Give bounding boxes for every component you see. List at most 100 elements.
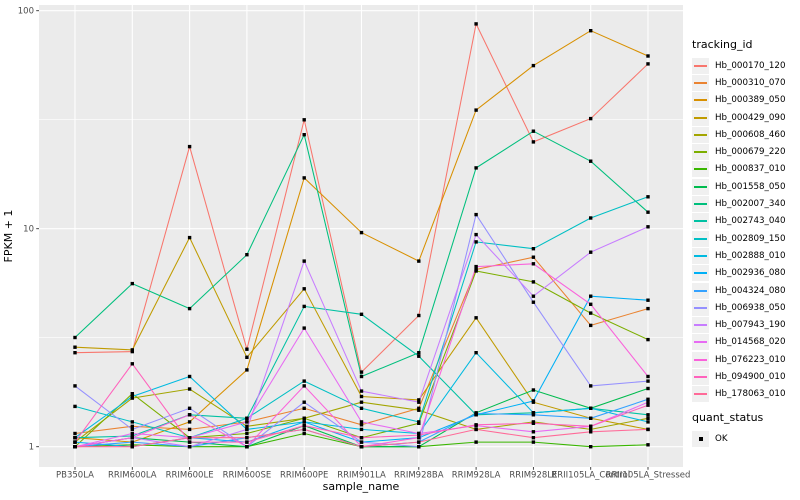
legend-label: Hb_007943_190 [715,320,786,331]
legend-label: Hb_000429_090 [715,112,786,123]
data-point [359,406,364,410]
data-point [646,386,650,391]
data-point [73,335,77,340]
data-point [589,406,593,410]
data-point [474,411,478,416]
data-point [531,440,536,444]
legend-key [692,351,709,368]
data-point [302,326,306,330]
legend-key [692,247,709,264]
data-point [589,159,593,163]
data-point [474,166,478,170]
data-point [474,351,478,355]
data-point [302,379,306,383]
data-point [531,63,536,68]
legend-item-Hb_178063_010: Hb_178063_010 [692,386,798,403]
legend-key [692,317,709,334]
data-point [474,427,478,432]
data-point [589,430,593,434]
data-point [130,440,134,444]
legend-line-swatch [694,324,707,327]
data-point [130,348,134,352]
x-tick-label: RRII105LA_Control [551,471,630,481]
data-point [474,440,478,444]
legend-title-tracking-id: tracking_id [692,38,753,51]
data-point [302,423,306,428]
data-point [245,440,249,444]
data-point [245,427,249,432]
data-point [531,413,536,417]
data-point [646,403,650,407]
data-point [187,387,192,391]
data-point [302,304,306,309]
x-tick-label: RRIM928LA [452,471,501,481]
data-point [302,287,306,291]
data-point [130,394,134,399]
data-point [245,253,249,257]
data-point [302,431,306,436]
legend-title-quant-status: quant_status [692,410,764,424]
legend-key [692,161,709,178]
data-point [531,399,536,403]
legend-line-swatch [694,341,707,344]
data-point [302,133,306,137]
legend-item-Hb_002743_040: Hb_002743_040 [692,213,798,230]
legend-item-Hb_094900_010: Hb_094900_010 [692,368,798,385]
data-point [589,294,593,298]
legend-key [692,368,709,385]
data-point [531,247,536,251]
data-point [474,264,478,269]
x-tick-label: RRIM901LA [337,471,386,481]
legend-line-swatch [694,81,707,84]
data-point [646,397,650,401]
data-point [474,423,478,427]
data-point [245,445,249,449]
data-point [187,374,192,379]
legend-line-swatch [694,185,707,188]
data-point [589,416,593,420]
data-point [73,431,77,436]
y-tick-label: 10 [23,225,34,235]
data-point [417,440,421,444]
data-point [245,420,249,424]
data-point [130,392,134,396]
legend-key [692,57,709,74]
legend-line-swatch [694,133,707,136]
data-point [359,436,364,440]
data-point [187,440,192,444]
legend-item-Hb_002888_010: Hb_002888_010 [692,247,798,264]
data-point [302,384,306,388]
data-point [73,345,77,349]
data-point [531,255,536,259]
data-point [130,436,134,440]
legend-line-swatch [694,237,707,240]
legend-item-Hb_000608_460: Hb_000608_460 [692,126,798,143]
data-point [130,443,134,447]
legend-key [692,144,709,161]
legend-label: Hb_000170_120 [715,60,786,71]
data-point [130,362,134,366]
legend-quant-items: OK [692,430,798,447]
legend-label: Hb_000389_050 [715,95,786,106]
legend-item-Hb_006938_050: Hb_006938_050 [692,299,798,316]
data-point [474,232,478,237]
data-point [187,436,192,440]
data-point [302,118,306,122]
data-point [417,420,421,424]
legend-item-quant-OK: OK [692,430,798,447]
legend-label: Hb_000679_220 [715,147,786,158]
legend-key [692,282,709,299]
data-point [359,389,364,393]
data-point [302,427,306,432]
data-point [417,436,421,440]
data-point [417,351,421,355]
legend-key [692,126,709,143]
data-point [589,302,593,306]
legend-key [692,74,709,91]
data-point [359,312,364,316]
data-point [531,430,536,434]
x-tick-label: RRII105LA_Stressed [606,471,691,481]
data-point [589,29,593,33]
x-tick-label: RRIM928LE [509,471,557,481]
